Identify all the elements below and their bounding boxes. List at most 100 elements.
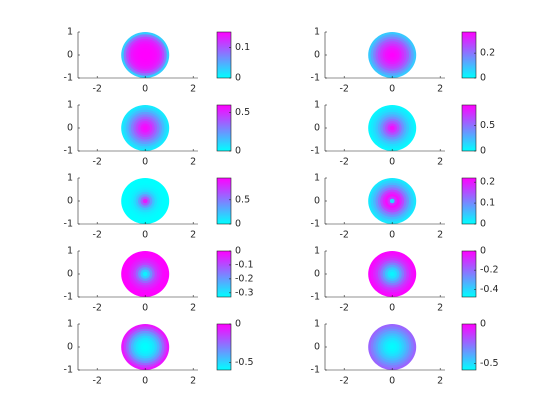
colorbar [216, 31, 232, 79]
colorbar-tick-label: 0 [235, 219, 241, 230]
colorbar-tick-label: 0.2 [480, 177, 495, 188]
x-tick-label: 2 [437, 84, 443, 95]
y-tick-label: 1 [67, 246, 73, 257]
ring [389, 344, 395, 350]
y-tick-label: 1 [67, 173, 73, 184]
y-tick-label: -1 [64, 365, 73, 376]
ring [142, 198, 148, 204]
x-tick-label: -2 [339, 230, 348, 241]
y-tick-label: -1 [64, 73, 73, 84]
y-tick-label: -1 [311, 73, 320, 84]
colorbar-tick-label: 0 [480, 246, 486, 257]
x-tick-label: -2 [92, 157, 101, 168]
colorbar-tick-label: -0.2 [235, 273, 254, 284]
colorbar-tick-label: -0.1 [235, 259, 254, 270]
ring [389, 125, 395, 131]
y-tick-label: -1 [64, 146, 73, 157]
colorbar-tick-label: -0.2 [480, 265, 499, 276]
x-tick-label: 2 [437, 303, 443, 314]
x-tick-label: -2 [92, 84, 101, 95]
colorbar [461, 177, 477, 225]
colorbar-tick-label: 0 [235, 319, 241, 330]
x-tick-label: 0 [389, 376, 395, 387]
colorbar [461, 323, 477, 371]
colorbar [461, 250, 477, 298]
ring [389, 52, 395, 58]
colorbar-tick-label: 0.5 [235, 194, 250, 205]
ring [142, 271, 148, 277]
x-tick-label: 2 [190, 303, 196, 314]
y-tick-label: -1 [64, 292, 73, 303]
x-tick-label: -2 [92, 303, 101, 314]
y-tick-label: 1 [314, 100, 320, 111]
x-tick-label: 2 [437, 230, 443, 241]
y-tick-label: 1 [314, 319, 320, 330]
colorbar [216, 323, 232, 371]
y-tick-label: 0 [314, 269, 320, 280]
colorbar [461, 31, 477, 79]
y-tick-label: 1 [67, 27, 73, 38]
colorbar [461, 104, 477, 152]
colorbar-tick-label: 0 [235, 246, 241, 257]
x-tick-label: 0 [389, 230, 395, 241]
colorbar-tick-label: -0.4 [480, 284, 499, 295]
y-tick-label: 1 [314, 173, 320, 184]
y-tick-label: 0 [67, 50, 73, 61]
y-tick-label: 1 [67, 100, 73, 111]
y-tick-label: 1 [314, 246, 320, 257]
colorbar-tick-label: 0.1 [480, 198, 495, 209]
y-tick-label: 0 [314, 50, 320, 61]
ring [142, 52, 148, 58]
x-tick-label: 0 [389, 84, 395, 95]
x-tick-label: 0 [389, 157, 395, 168]
x-tick-label: 2 [190, 157, 196, 168]
x-tick-label: -2 [92, 230, 101, 241]
ring [389, 198, 395, 204]
x-tick-label: -2 [339, 157, 348, 168]
colorbar-tick-label: 0.1 [235, 42, 250, 53]
x-tick-label: -2 [339, 303, 348, 314]
colorbar-tick-label: 0 [235, 73, 241, 84]
y-tick-label: 0 [314, 123, 320, 134]
y-tick-label: -1 [311, 219, 320, 230]
colorbar-tick-label: -0.3 [235, 287, 254, 298]
colorbar-tick-label: 0.5 [235, 107, 250, 118]
x-tick-label: -2 [339, 376, 348, 387]
y-tick-label: -1 [311, 146, 320, 157]
colorbar [216, 177, 232, 225]
x-tick-label: 2 [190, 84, 196, 95]
y-tick-label: 0 [67, 342, 73, 353]
colorbar-tick-label: 0.2 [480, 48, 495, 59]
x-tick-label: 2 [190, 376, 196, 387]
x-tick-label: -2 [339, 84, 348, 95]
y-tick-label: -1 [64, 219, 73, 230]
ring [389, 271, 395, 277]
colorbar [216, 104, 232, 152]
y-tick-label: -1 [311, 292, 320, 303]
x-tick-label: 0 [142, 376, 148, 387]
colorbar-tick-label: -0.5 [235, 357, 254, 368]
y-tick-label: 0 [314, 342, 320, 353]
y-tick-label: 0 [314, 196, 320, 207]
colorbar-tick-label: 0 [480, 319, 486, 330]
colorbar-tick-label: 0 [480, 73, 486, 84]
x-tick-label: 0 [142, 84, 148, 95]
x-tick-label: 0 [142, 303, 148, 314]
colorbar [216, 250, 232, 298]
y-tick-label: 1 [314, 27, 320, 38]
x-tick-label: -2 [92, 376, 101, 387]
colorbar-tick-label: 0 [480, 146, 486, 157]
colorbar-tick-label: 0.5 [480, 120, 495, 131]
x-tick-label: 0 [142, 157, 148, 168]
y-tick-label: 0 [67, 123, 73, 134]
x-tick-label: 2 [437, 376, 443, 387]
x-tick-label: 2 [437, 157, 443, 168]
y-tick-label: 0 [67, 269, 73, 280]
ring [142, 125, 148, 131]
colorbar-tick-label: -0.5 [480, 358, 499, 369]
ring [142, 344, 148, 350]
y-tick-label: 0 [67, 196, 73, 207]
y-tick-label: -1 [311, 365, 320, 376]
colorbar-tick-label: 0 [480, 219, 486, 230]
